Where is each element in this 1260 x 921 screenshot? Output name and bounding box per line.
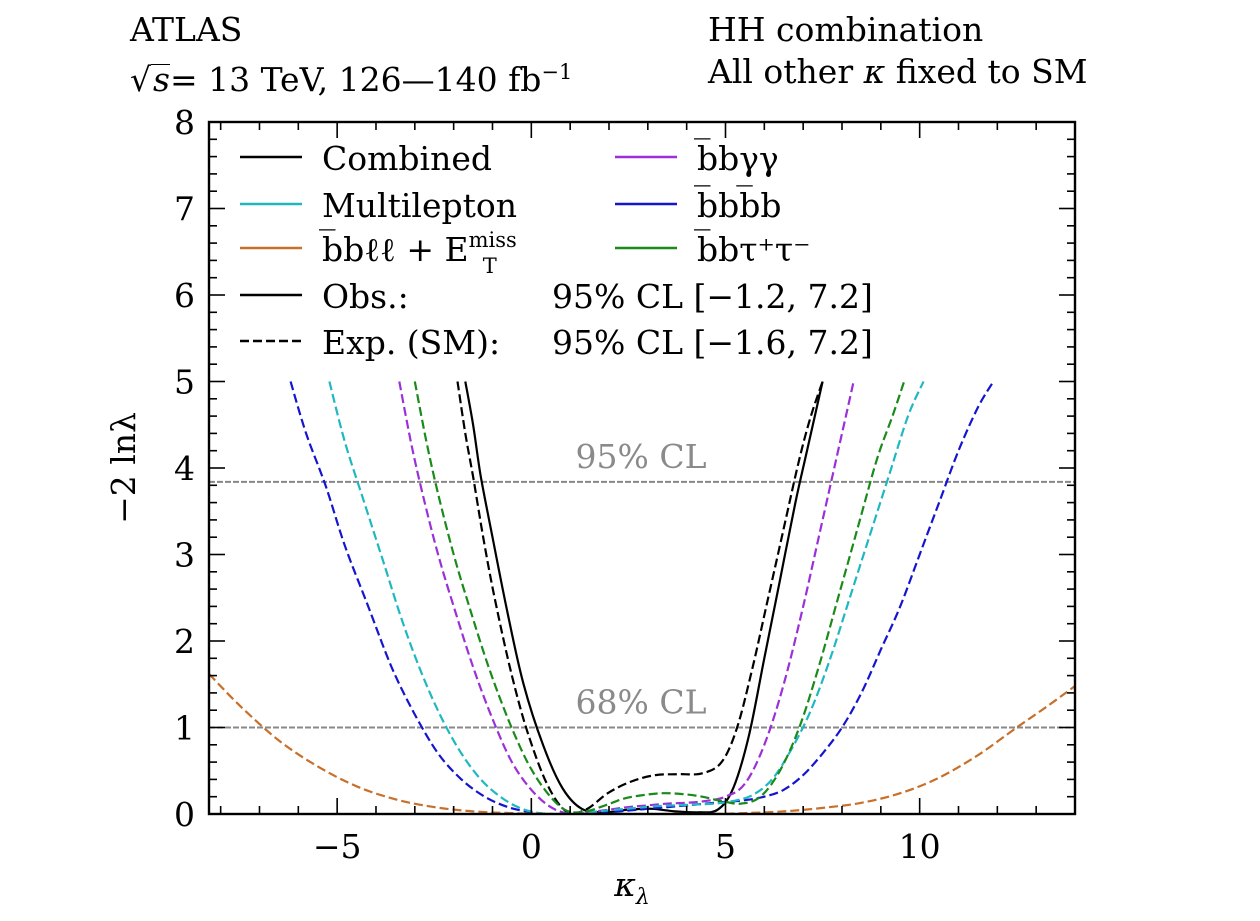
series-lines — [209, 380, 1075, 814]
y-tick-label: 7 — [174, 190, 195, 229]
experiment-label: ATLAS — [130, 10, 243, 49]
y-tick-label: 6 — [174, 276, 195, 315]
cl-label-1: 68% CL — [575, 683, 706, 722]
y-tick-label: 5 — [174, 363, 195, 402]
x-tick-label: 10 — [899, 827, 941, 866]
kappa-fixed-label: All other κ fixed to SM — [708, 54, 1088, 90]
series-line-4 — [328, 381, 925, 814]
legend-label-5: b̅bτ⁺τ⁻ — [694, 228, 811, 269]
energy-label: √s= 13 TeV, 126—140 fb−1 — [130, 54, 572, 98]
y-tick-label: 1 — [174, 709, 195, 748]
energy-eq: = 13 TeV, 126—140 fb — [169, 60, 542, 99]
kappa-symbol: κ — [863, 52, 886, 91]
analysis-label: HH combination — [708, 10, 984, 49]
x-tick-label: −5 — [313, 827, 362, 866]
series-line-3 — [289, 380, 995, 814]
x-tick-label: 0 — [521, 827, 542, 866]
legend-label-2: Multilepton — [322, 186, 517, 225]
legend-label-1: b̅bγγ — [694, 137, 779, 178]
reference-lines: 95% CL 68% CL — [209, 437, 1075, 729]
x-axis-label-sub: λ — [635, 885, 650, 910]
series-line-6 — [413, 381, 906, 814]
x-tick-label: 5 — [715, 827, 736, 866]
y-tick-label: 3 — [174, 536, 195, 575]
legend-label-sup-4: miss — [469, 228, 517, 252]
sqrt-symbol: √ — [130, 60, 152, 99]
legend-label-sub-4: T — [483, 254, 497, 278]
y-tick-label: 0 — [174, 795, 195, 834]
legend-cl-7: 95% CL [−1.6, 7.2] — [552, 323, 873, 362]
y-tick-label: 4 — [174, 449, 195, 488]
axes-frame: 0 1 2 3 4 5 6 7 8 −5 0 5 10 κλ −2 lnλ — [104, 103, 1077, 910]
energy-s: s — [151, 60, 170, 99]
kappa-prefix: All other — [708, 52, 854, 91]
legend-label-0: Combined — [322, 139, 492, 178]
y-tick-label: 8 — [174, 103, 195, 142]
kappa-suffix: fixed to SM — [895, 52, 1088, 91]
series-line-2 — [398, 381, 855, 814]
legend-label-3: b̅bb̅b — [694, 184, 782, 225]
series-line-5 — [209, 673, 1075, 814]
legend: Combined b̅bγγ Multilepton b̅bb̅b b̅bℓℓ + Em… — [240, 137, 873, 362]
y-tick-label: 2 — [174, 622, 195, 661]
legend-label-4: b̅bℓℓ + Emiss T — [319, 228, 517, 278]
series-line-1 — [456, 381, 824, 814]
x-axis-label: κλ — [613, 865, 650, 910]
legend-cl-6: 95% CL [−1.2, 7.2] — [552, 277, 873, 316]
legend-label-7: Exp. (SM): — [322, 323, 500, 362]
cl-label-0: 95% CL — [575, 437, 706, 476]
legend-label-6: Obs.: — [322, 277, 409, 316]
energy-exp: −1 — [541, 60, 573, 84]
y-axis-label: −2 lnλ — [104, 412, 143, 524]
